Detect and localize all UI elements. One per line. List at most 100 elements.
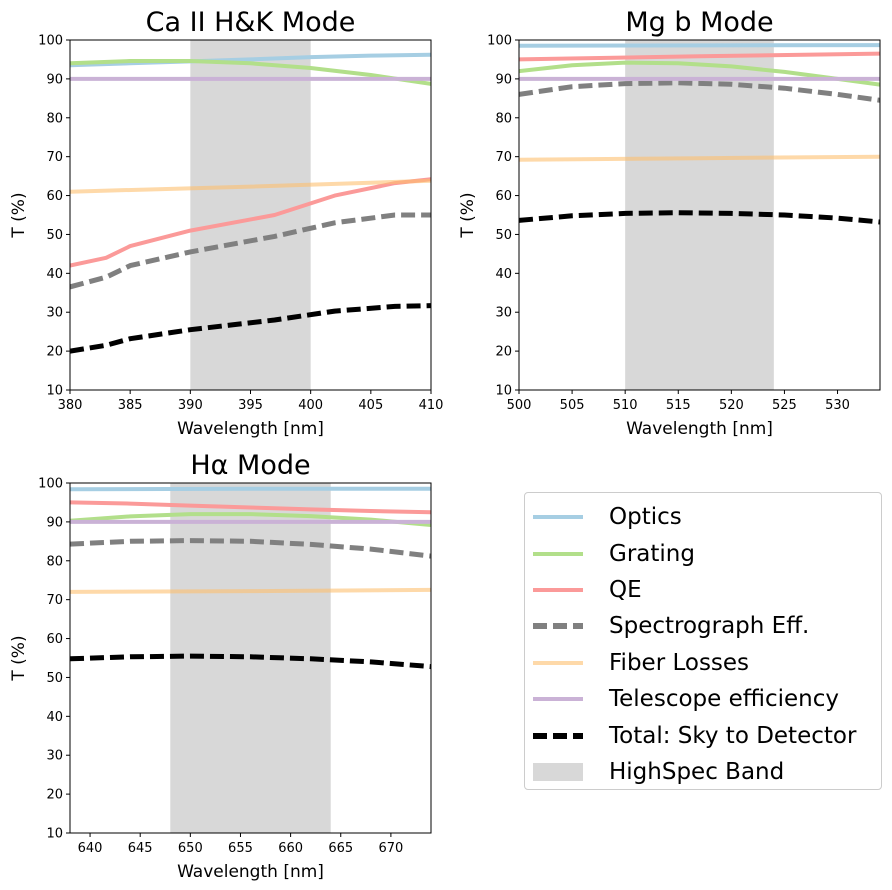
- y-tick-label: 90: [46, 515, 63, 530]
- y-tick-label: 80: [46, 554, 63, 569]
- series-line-total: [519, 210, 880, 225]
- legend-label: Optics: [609, 504, 682, 531]
- series-line-fiber: [70, 178, 431, 194]
- chart-panel-ca-ii-hk: 380 385 390 395 400 405 410 10 20 30 40 50 60 70 80 90 1…: [9, 7, 443, 439]
- x-tick-label: 410: [419, 398, 444, 413]
- legend-item: Telescope efficiency: [533, 681, 881, 717]
- legend-line: [533, 623, 583, 630]
- x-tick-label: 640: [78, 841, 103, 856]
- x-tick-label: 660: [278, 841, 303, 856]
- plot-frame: [518, 39, 881, 391]
- series-line-qe: [70, 177, 431, 268]
- series-line-total: [70, 303, 431, 354]
- chart-panel-h-alpha: 640 645 650 655 660 665 670 10 20 30 40 50 60 70 80 90 1…: [9, 450, 432, 882]
- series-line-qe: [519, 51, 880, 62]
- legend: Optics Grating QE Spectrograph Eff. Fibe…: [524, 492, 882, 790]
- x-tick-label: 405: [358, 398, 383, 413]
- y-tick-label: 90: [46, 72, 63, 87]
- x-axis-label: Wavelength [nm]: [626, 419, 773, 439]
- x-tick-label: 400: [298, 398, 323, 413]
- series-group: [519, 43, 880, 225]
- x-axis-label: Wavelength [nm]: [177, 862, 324, 882]
- chart-title: Ca II H&K Mode: [146, 7, 356, 38]
- y-tick-label: 70: [46, 150, 63, 165]
- x-tick-label: 655: [228, 841, 253, 856]
- x-tick-label: 520: [719, 398, 744, 413]
- y-tick-label: 50: [46, 228, 63, 243]
- y-tick-label: 80: [46, 111, 63, 126]
- legend-item: Optics: [533, 499, 881, 535]
- legend-patch: [533, 762, 583, 781]
- y-tick-label: 10: [495, 384, 512, 399]
- x-tick-label: 645: [128, 841, 153, 856]
- x-tick-label: 505: [560, 398, 585, 413]
- x-tick-label: 395: [238, 398, 263, 413]
- y-tick-label: 70: [495, 150, 512, 165]
- legend-swatch: [533, 542, 601, 566]
- legend-line: [533, 697, 583, 702]
- legend-label: Total: Sky to Detector: [609, 722, 857, 749]
- legend-swatch: [533, 614, 601, 638]
- series-line-fiber: [519, 154, 880, 162]
- y-tick-label: 40: [46, 267, 63, 282]
- y-tick-label: 80: [495, 111, 512, 126]
- legend-line: [533, 587, 583, 592]
- y-axis-label: T (%): [458, 192, 478, 238]
- legend-swatch: [533, 760, 601, 784]
- legend-item: Total: Sky to Detector: [533, 717, 881, 753]
- legend-item: Spectrograph Eff.: [533, 608, 881, 644]
- x-tick-label: 650: [178, 841, 203, 856]
- legend-item: QE: [533, 572, 881, 608]
- y-tick-label: 50: [46, 671, 63, 686]
- y-tick-label: 60: [46, 632, 63, 647]
- series-line-grating: [70, 59, 431, 86]
- legend-line: [533, 515, 583, 520]
- x-tick-label: 670: [378, 841, 403, 856]
- x-axis-label: Wavelength [nm]: [177, 419, 324, 439]
- plot-frame: [69, 482, 432, 834]
- y-tick-label: 10: [46, 384, 63, 399]
- x-tick-label: 525: [772, 398, 797, 413]
- y-tick-label: 40: [495, 267, 512, 282]
- y-tick-label: 90: [495, 72, 512, 87]
- y-tick-label: 60: [495, 189, 512, 204]
- x-tick-label: 390: [178, 398, 203, 413]
- legend-label: Grating: [609, 540, 695, 567]
- y-tick-label: 40: [46, 710, 63, 725]
- series-line-spec: [519, 80, 880, 103]
- x-tick-label: 530: [825, 398, 850, 413]
- y-tick-label: 30: [495, 306, 512, 321]
- legend-label: Spectrograph Eff.: [609, 613, 810, 640]
- x-tick-label: 665: [328, 841, 353, 856]
- series-line-grating: [70, 512, 431, 527]
- legend-line: [533, 660, 583, 665]
- x-tick-label: 510: [613, 398, 638, 413]
- series-group: [70, 486, 431, 670]
- legend-item: HighSpec Band: [533, 754, 881, 790]
- chart-panel-mg-b: 500 505 510 515 520 525 530 10 20 30 40 50 60 70 80 90 1…: [458, 7, 881, 439]
- legend-swatch: [533, 724, 601, 748]
- series-group: [70, 52, 431, 354]
- legend-label: QE: [609, 576, 642, 603]
- legend-swatch: [533, 578, 601, 602]
- y-tick-label: 30: [46, 306, 63, 321]
- y-tick-label: 100: [38, 477, 63, 492]
- legend-swatch: [533, 687, 601, 711]
- x-tick-label: 385: [118, 398, 143, 413]
- legend-swatch: [533, 651, 601, 675]
- y-tick-label: 50: [495, 228, 512, 243]
- legend-item: Fiber Losses: [533, 645, 881, 681]
- legend-line: [533, 551, 583, 556]
- x-tick-label: 380: [58, 398, 83, 413]
- legend-item: Grating: [533, 535, 881, 571]
- legend-label: HighSpec Band: [609, 758, 785, 785]
- series-line-qe: [70, 500, 431, 515]
- series-line-total: [70, 653, 431, 670]
- highspec-band: [190, 40, 311, 390]
- series-line-fiber: [70, 587, 431, 594]
- x-tick-label: 500: [507, 398, 532, 413]
- y-tick-label: 100: [487, 34, 512, 49]
- chart-title: Hα Mode: [190, 450, 310, 481]
- legend-label: Telescope efficiency: [609, 686, 839, 713]
